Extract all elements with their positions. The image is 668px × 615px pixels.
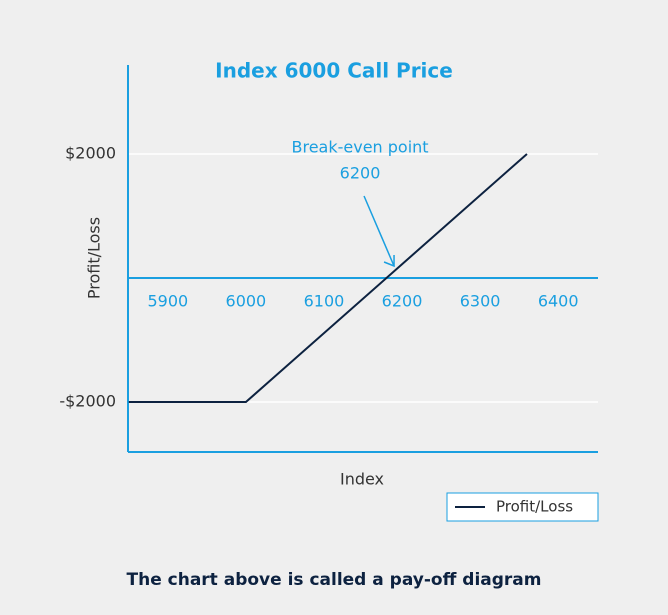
legend-label: Profit/Loss [496, 498, 573, 516]
x-tick-label: 5900 [147, 292, 188, 311]
annotation: 6200 [340, 163, 381, 182]
x-tick-label: 6100 [304, 292, 345, 311]
annotation-arrow [363, 195, 395, 267]
x-tick-label: 6200 [382, 292, 423, 311]
annotation: Break-even point [291, 137, 428, 156]
x-axis-label: Index [340, 470, 384, 489]
caption: The chart above is called a pay-off diag… [127, 570, 542, 590]
x-tick-label: 6400 [538, 292, 579, 311]
annotation-arrowhead [383, 255, 395, 268]
x-tick-label: 6300 [460, 292, 501, 311]
y-axis-label: Profit/Loss [85, 217, 104, 299]
x-tick-label: 6000 [226, 292, 267, 311]
line-series [128, 153, 528, 404]
chart-title: Index 6000 Call Price [215, 59, 453, 83]
y-tick-label: -$2000 [59, 392, 116, 411]
y-tick-label: $2000 [65, 143, 116, 162]
